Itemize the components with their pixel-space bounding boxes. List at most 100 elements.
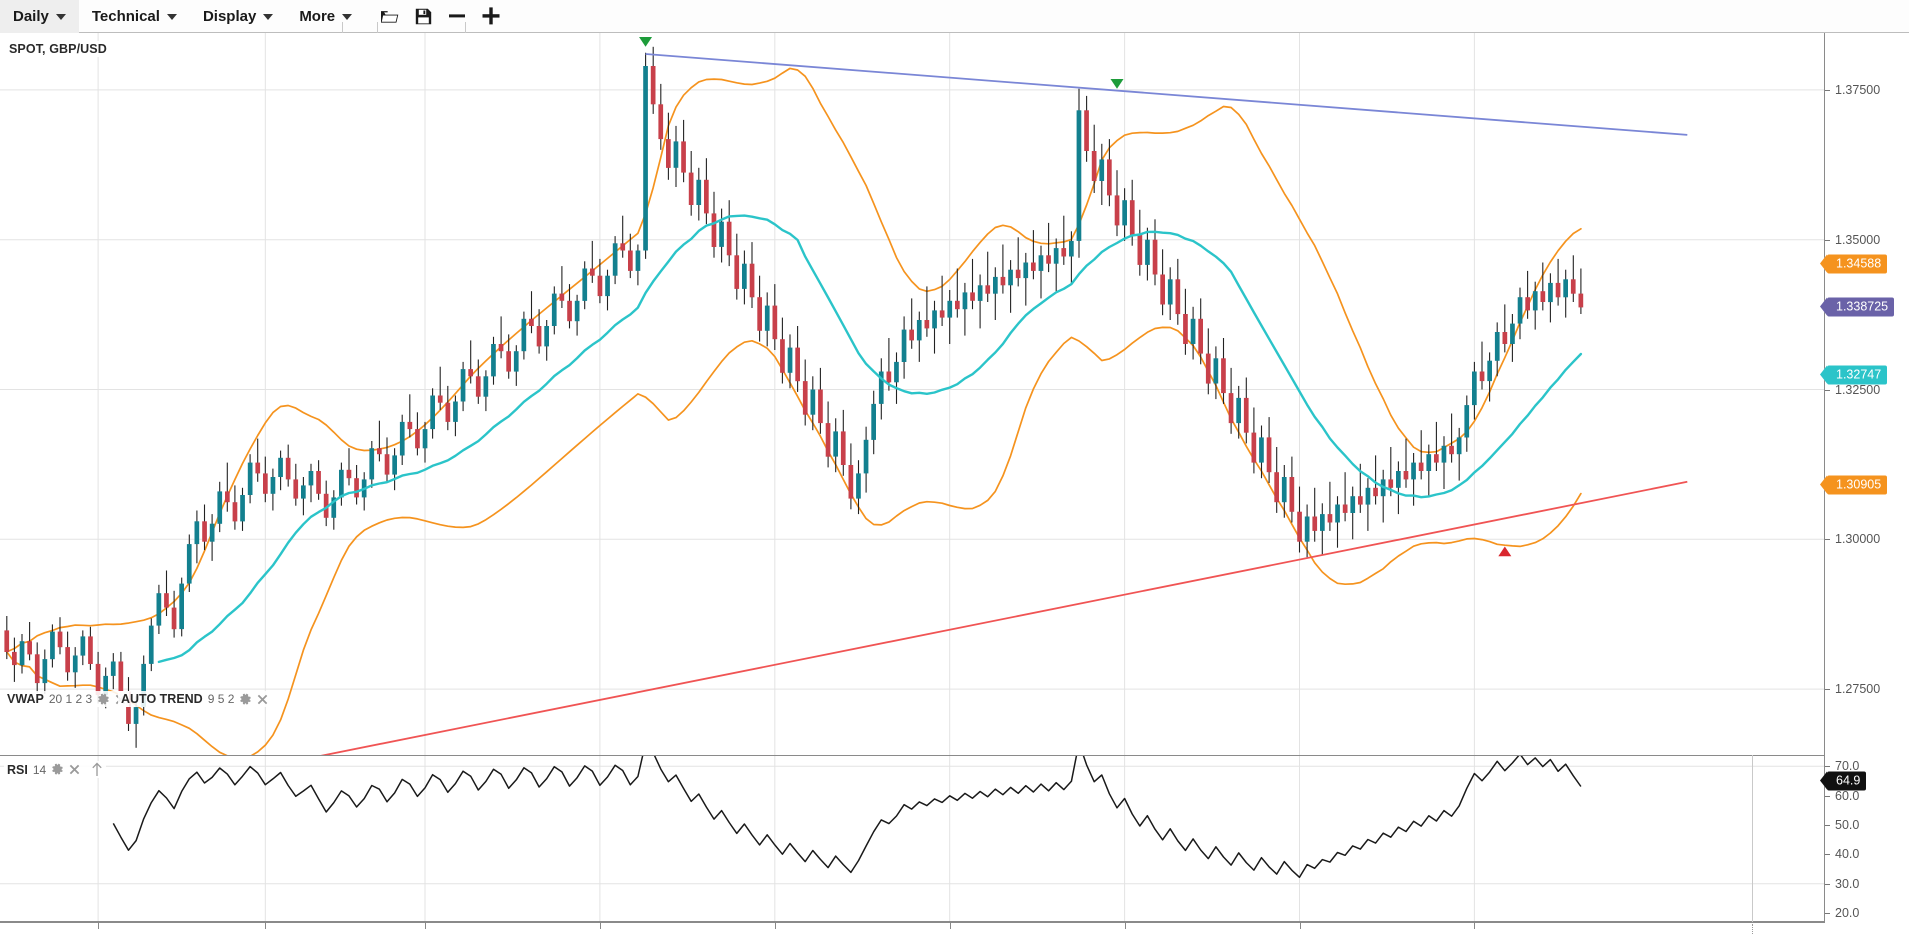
candle-body (590, 268, 595, 276)
date-tickmark (265, 922, 267, 929)
save-icon[interactable] (406, 0, 440, 33)
technical-menu-label: Technical (91, 7, 160, 25)
close-icon[interactable] (257, 694, 268, 705)
candle-body (285, 457, 291, 480)
candle-body (118, 661, 124, 692)
candle-body (1555, 282, 1561, 298)
candle-body (643, 66, 648, 251)
price-panel[interactable] (0, 33, 1825, 755)
candle-body (1373, 487, 1378, 497)
rsi-value-badge[interactable]: 64.9 (1819, 771, 1867, 791)
candle-body (57, 631, 63, 648)
axis-tickmark (1825, 854, 1830, 855)
candle-body (1441, 445, 1447, 463)
candle-body (955, 300, 960, 310)
candle-body (1578, 293, 1584, 308)
rsi-line (112, 756, 1582, 879)
zoom-in-icon[interactable] (474, 0, 508, 33)
close-icon[interactable] (69, 764, 80, 775)
candle-body (65, 647, 70, 673)
axis-tickmark (1825, 913, 1830, 914)
axis-tickmark (1825, 90, 1830, 91)
price-axis[interactable]: 1.37500 1.35000 1.32500 1.30000 1.27500 70.0 6… (1819, 33, 1909, 922)
candle-body (1540, 291, 1546, 302)
candle-body (764, 305, 770, 331)
candle-body (970, 292, 975, 301)
candle-body (460, 369, 466, 402)
candle-body (1175, 279, 1181, 315)
candle-body (377, 448, 382, 455)
gear-icon[interactable] (239, 693, 252, 706)
candle-body (1221, 358, 1226, 394)
candle-body (1365, 487, 1371, 505)
arrow-up-icon[interactable] (91, 762, 103, 777)
candle-body (316, 471, 321, 494)
candle-body (1160, 274, 1165, 305)
candle-body (339, 469, 344, 498)
indicator-legend-rsi[interactable]: RSI 14 (4, 761, 107, 778)
indicator-legend-vwap[interactable]: VWAP 20 1 2 3 (4, 691, 130, 707)
candle-body (217, 491, 223, 524)
candle-body (772, 305, 778, 340)
candle-body (1304, 516, 1310, 542)
candle-body (1479, 371, 1485, 382)
candle-body (521, 318, 527, 352)
display-menu[interactable]: Display (190, 0, 286, 33)
rsi-plot-svg[interactable] (0, 756, 1825, 922)
trendline-uptrend (320, 480, 1688, 755)
candle-body (468, 369, 473, 377)
rsi-panel[interactable] (0, 755, 1825, 922)
candle-body (962, 292, 968, 310)
timeframe-menu[interactable]: Daily (0, 0, 79, 33)
candle-body (430, 395, 435, 430)
candle-body (924, 320, 930, 329)
candle-body (209, 523, 215, 542)
candle-body (164, 593, 169, 608)
candle-body (475, 376, 481, 397)
candle-body (1266, 437, 1272, 473)
technical-menu[interactable]: Technical (79, 0, 190, 33)
candle-body (202, 521, 207, 542)
price-plot-svg[interactable] (0, 33, 1825, 755)
candle-body (1251, 432, 1257, 463)
date-axis[interactable]: AprMayJunJulAugSeptOctNovDec2024 (0, 922, 1909, 934)
candle-body (1190, 318, 1196, 344)
candle-body (780, 339, 785, 373)
candle-body (12, 651, 17, 666)
more-menu-label: More (299, 7, 336, 25)
candle-body (27, 641, 32, 655)
candle-body (1350, 496, 1356, 513)
folder-open-icon[interactable] (372, 0, 406, 33)
indicator-legend-autotrend[interactable]: AUTO TREND 9 5 2 (118, 691, 272, 707)
candle-body (1031, 262, 1036, 271)
candle-body (1358, 496, 1363, 505)
badge-pointer (1820, 771, 1827, 790)
zoom-out-icon[interactable] (440, 0, 474, 33)
candle-body (711, 213, 717, 247)
vwap-upper-badge[interactable]: 1.34588 (1819, 254, 1888, 274)
candle-body (491, 344, 496, 377)
candle-body (1061, 248, 1067, 257)
more-menu[interactable]: More (286, 0, 365, 33)
last-price-badge[interactable]: 1.338725 (1819, 297, 1895, 317)
candle-body (1099, 159, 1105, 181)
vwap-lower-badge[interactable]: 1.30905 (1819, 475, 1888, 495)
candle-body (1145, 239, 1150, 265)
gear-icon[interactable] (97, 693, 110, 706)
candle-body (574, 300, 580, 322)
gear-icon[interactable] (51, 763, 64, 776)
candle-body (1502, 332, 1508, 344)
candle-body (1137, 234, 1143, 265)
candle-body (103, 675, 108, 696)
candle-body (536, 326, 542, 347)
candlestick-series (4, 46, 1584, 748)
rsi-tick-label: 40.0 (1835, 847, 1860, 861)
candle-body (932, 310, 937, 329)
candle-body (871, 403, 876, 440)
ma-badge[interactable]: 1.32747 (1819, 365, 1888, 385)
axis-tickmark (1825, 539, 1830, 540)
date-tickmark (774, 922, 776, 929)
sell-marker (639, 37, 653, 47)
candle-body (141, 663, 146, 707)
candle-body (422, 429, 428, 449)
